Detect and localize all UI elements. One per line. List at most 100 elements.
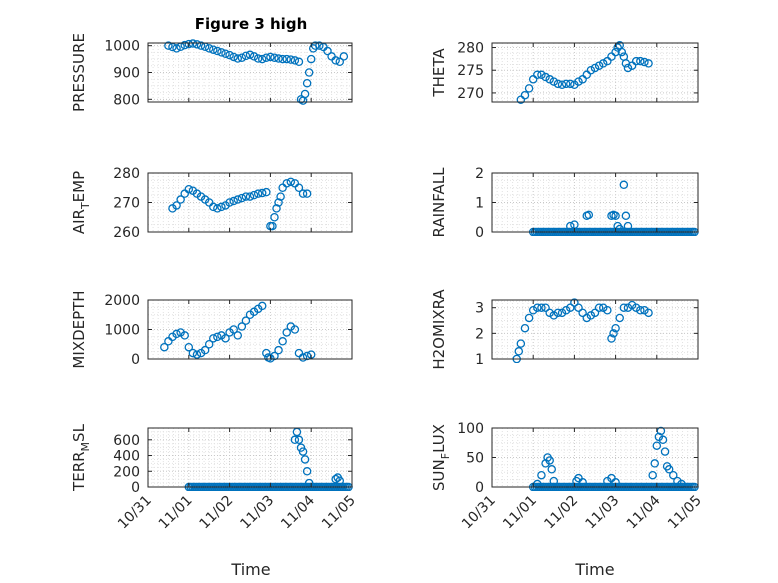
data-point [274, 345, 283, 355]
data-point [533, 70, 542, 80]
x-tick-label: 11/04 [278, 492, 318, 532]
subplot-pressure: 800 900 1000 PRESSURE [70, 33, 353, 112]
data-point [302, 189, 312, 198]
data-point [213, 204, 222, 213]
data-point [524, 84, 534, 93]
data-point [553, 79, 563, 89]
data-point [257, 188, 267, 198]
x-tick-label: 11/04 [624, 492, 664, 532]
y-tick-label: 100 [457, 421, 484, 437]
data-point [172, 44, 181, 53]
data-point [268, 221, 277, 231]
x-tick-label: 11/05 [665, 493, 705, 533]
data-point [650, 459, 659, 468]
y-tick-label: 270 [113, 196, 140, 212]
data-point [184, 184, 194, 194]
data-point [290, 325, 300, 334]
y-tick-label: 1000 [104, 39, 140, 55]
data-point [578, 308, 587, 318]
data-point [225, 50, 234, 60]
y-tick-label: 2000 [104, 293, 140, 309]
data-point [270, 53, 279, 63]
data-point [217, 48, 226, 57]
data-point [656, 426, 666, 436]
data-point [339, 52, 349, 61]
y-tick-label: 280 [113, 166, 140, 182]
y-tick-label: 900 [113, 66, 140, 82]
axes-box [491, 42, 699, 103]
data-point [636, 56, 645, 66]
data-point [331, 56, 340, 65]
y-tick-label: 3 [475, 301, 484, 317]
x-tick-label: 10/31 [115, 493, 155, 533]
data-point [282, 54, 291, 64]
data-point [300, 455, 310, 464]
y-axis-label-pressure: PRESSURE [70, 33, 88, 112]
data-point [609, 329, 618, 338]
data-point [188, 348, 198, 358]
y-tick-label: 0 [131, 480, 140, 496]
data-point [245, 50, 255, 60]
data-point [160, 342, 169, 352]
data-point [176, 195, 185, 204]
data-point [658, 435, 668, 445]
data-point [225, 198, 234, 207]
data-point [553, 308, 563, 318]
data-point [229, 196, 238, 206]
y-tick-label: 50 [466, 451, 484, 467]
data-point [306, 54, 316, 64]
x-tick-label: 11/02 [197, 493, 237, 533]
data-point [233, 195, 243, 204]
data-point [233, 331, 243, 340]
data-point [669, 470, 678, 480]
data-point [302, 78, 312, 88]
data-point [192, 40, 202, 49]
data-point [204, 339, 214, 349]
x-axis-label-left: Time [230, 560, 270, 579]
data-point [257, 54, 267, 64]
data-point [262, 187, 271, 197]
data-point [241, 316, 251, 325]
series-pressure [164, 39, 349, 105]
data-point [566, 303, 575, 312]
data-point [549, 77, 559, 86]
data-point [566, 221, 575, 231]
data-point [196, 41, 206, 50]
subplot-theta: 270 275 280 THETA [430, 41, 699, 104]
data-point [611, 47, 620, 57]
data-point [648, 470, 657, 480]
data-point [541, 303, 550, 312]
data-point [266, 52, 275, 62]
data-point [537, 470, 546, 480]
data-point [209, 45, 218, 54]
data-point [516, 339, 526, 348]
data-point [229, 52, 238, 62]
data-point [660, 447, 670, 456]
data-point [184, 39, 194, 49]
data-point [290, 435, 300, 445]
data-point [304, 68, 314, 77]
x-tick-label: 11/05 [319, 493, 359, 533]
data-point [298, 353, 308, 362]
data-point [533, 479, 542, 489]
data-point [335, 57, 345, 67]
data-point [514, 347, 524, 356]
data-point [298, 189, 308, 198]
data-point [302, 467, 312, 476]
data-point [557, 80, 567, 90]
data-point [615, 224, 624, 234]
data-point [537, 303, 546, 312]
data-point [184, 342, 194, 352]
y-axis-label-sun_flux: SUNFLUX [430, 424, 452, 491]
y-tick-label: 600 [113, 433, 140, 449]
data-point [237, 193, 247, 203]
data-point [631, 56, 641, 66]
data-point [221, 49, 230, 58]
chart-title: Figure 3 high [195, 15, 308, 33]
data-point [619, 303, 629, 312]
data-point [237, 53, 247, 63]
data-point [276, 192, 285, 201]
data-point [262, 348, 271, 358]
